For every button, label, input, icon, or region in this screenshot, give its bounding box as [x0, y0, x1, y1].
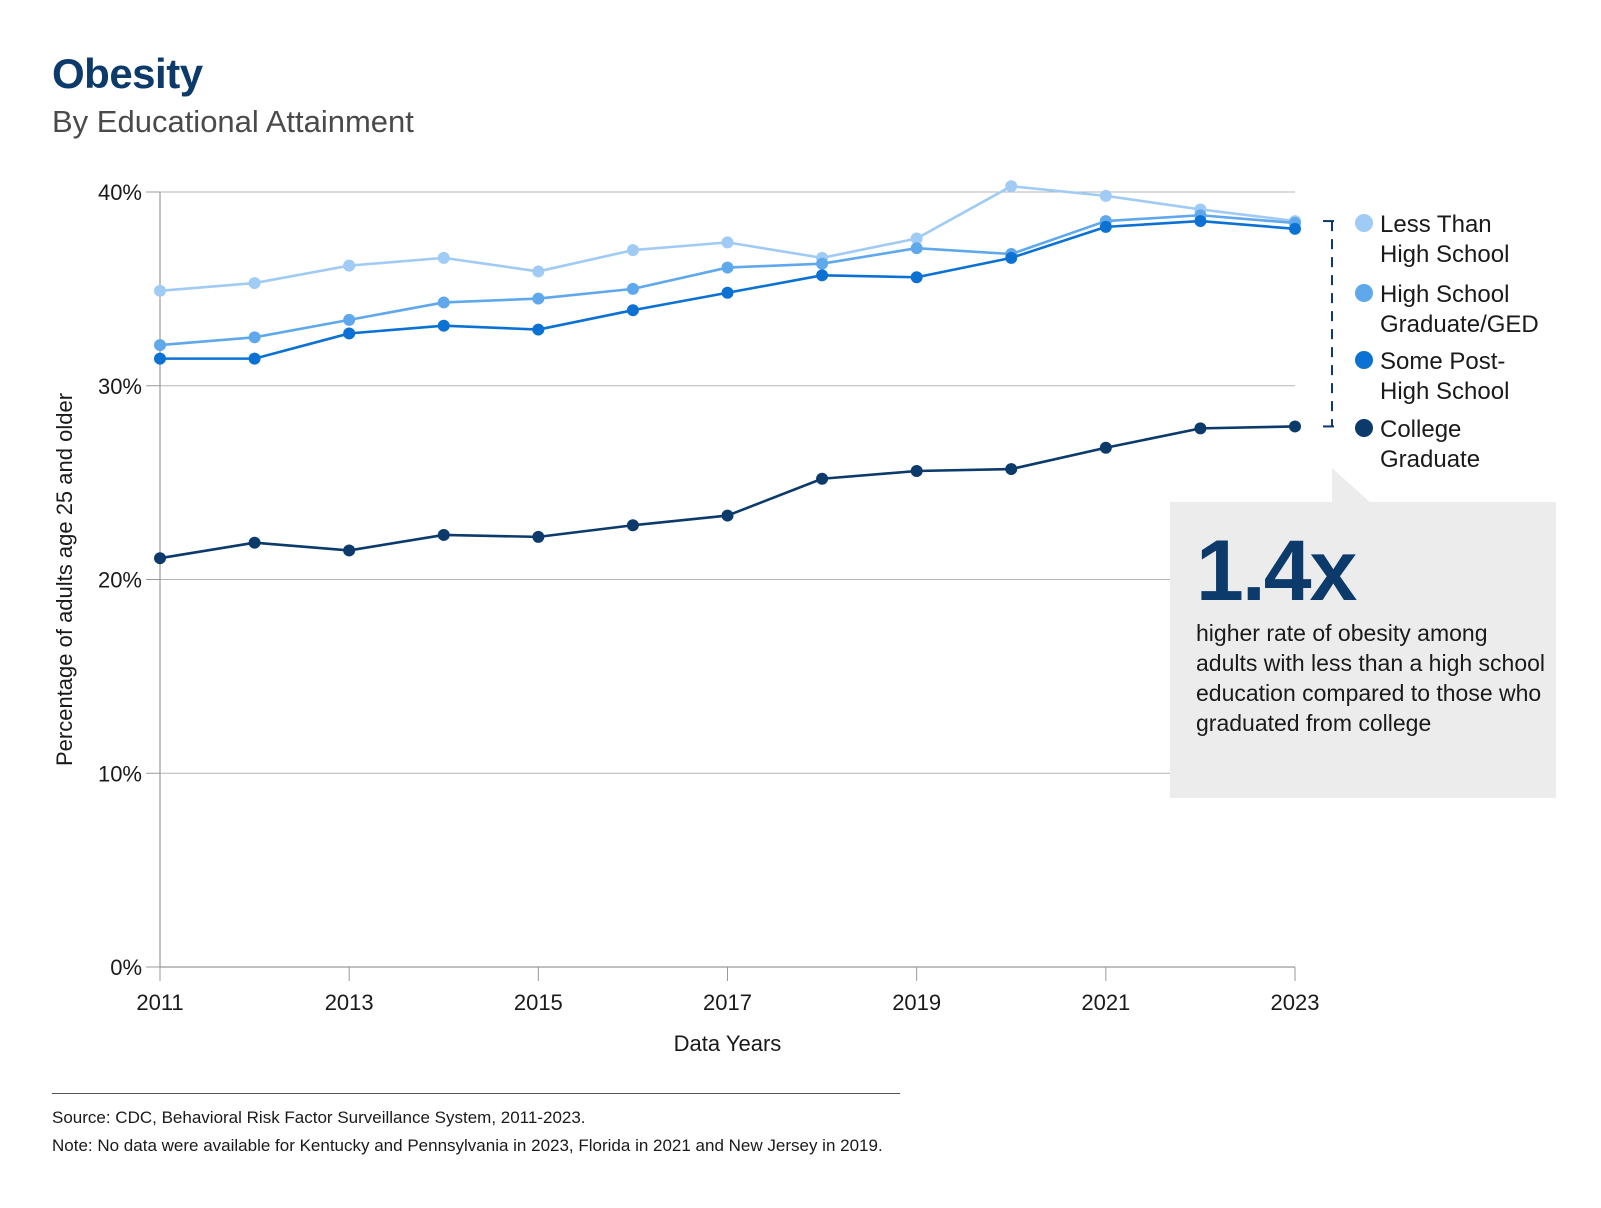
- data-point: [248, 536, 261, 549]
- data-point: [1289, 420, 1301, 433]
- data-point: [343, 313, 356, 326]
- x-tick-label: 2015: [514, 990, 563, 1015]
- data-point: [1194, 215, 1207, 228]
- data-point: [437, 319, 450, 332]
- data-point: [910, 271, 923, 284]
- y-tick-label: 0%: [110, 955, 142, 980]
- data-point: [1289, 222, 1301, 235]
- data-point: [626, 282, 639, 295]
- data-point: [248, 277, 261, 290]
- callout-pointer: [1332, 468, 1372, 504]
- data-point: [1005, 463, 1018, 476]
- data-point: [532, 265, 545, 278]
- legend-label: College: [1380, 416, 1461, 443]
- y-tick-label: 30%: [98, 374, 142, 399]
- legend-marker: [1355, 351, 1373, 369]
- legend-label: Graduate/GED: [1380, 311, 1539, 338]
- x-tick-label: 2023: [1271, 990, 1320, 1015]
- x-tick-label: 2017: [703, 990, 752, 1015]
- data-point: [910, 232, 923, 245]
- data-point: [532, 292, 545, 305]
- footer-divider: [52, 1093, 900, 1094]
- data-point: [816, 472, 829, 485]
- data-point: [721, 236, 734, 249]
- x-tick-label: 2019: [892, 990, 941, 1015]
- data-point: [1099, 189, 1112, 202]
- data-point: [910, 465, 923, 477]
- legend-label: High School: [1380, 378, 1509, 405]
- data-point: [437, 528, 450, 541]
- legend-marker: [1355, 214, 1373, 232]
- legend-label: Graduate: [1380, 446, 1480, 473]
- data-point: [1099, 220, 1112, 233]
- data-point: [532, 323, 545, 336]
- data-note: Note: No data were available for Kentuck…: [52, 1136, 883, 1155]
- data-point: [437, 296, 450, 309]
- data-point: [721, 261, 734, 274]
- callout-value: 1.4x: [1196, 523, 1357, 619]
- data-point: [626, 519, 639, 532]
- legend-label: Less Than: [1380, 211, 1492, 238]
- y-tick-label: 20%: [98, 568, 142, 593]
- source-note: Source: CDC, Behavioral Risk Factor Surv…: [52, 1108, 586, 1127]
- data-point: [343, 544, 356, 557]
- callout-box: 1.4x higher rate of obesity among adults…: [1170, 502, 1556, 798]
- data-point: [910, 242, 923, 255]
- legend-marker: [1355, 419, 1373, 437]
- y-tick-label: 10%: [98, 761, 142, 786]
- series-line: [159, 425, 1296, 560]
- legend-label: High School: [1380, 241, 1509, 268]
- data-point: [248, 331, 261, 344]
- data-point: [1005, 251, 1018, 264]
- data-point: [626, 304, 639, 317]
- data-point: [816, 257, 829, 270]
- series-line: [159, 213, 1296, 347]
- chart-title: Obesity: [52, 50, 203, 97]
- data-point: [248, 352, 261, 365]
- data-point: [1194, 422, 1207, 435]
- x-tick-label: 2021: [1081, 990, 1130, 1015]
- data-point: [437, 251, 450, 264]
- data-point: [721, 286, 734, 299]
- legend-marker: [1355, 284, 1373, 302]
- callout-text: higher rate of obesity among adults with…: [1196, 620, 1546, 736]
- data-point: [154, 339, 166, 352]
- data-point: [1005, 180, 1018, 193]
- data-point: [154, 284, 166, 297]
- y-axis-title: Percentage of adults age 25 and older: [52, 393, 77, 766]
- data-point: [816, 269, 829, 282]
- x-axis-title: Data Years: [674, 1031, 782, 1056]
- x-tick-label: 2013: [325, 990, 374, 1015]
- data-point: [721, 509, 734, 522]
- legend-label: High School: [1380, 281, 1509, 308]
- chart-subtitle: By Educational Attainment: [52, 104, 414, 139]
- data-point: [154, 552, 166, 565]
- data-point: [1099, 441, 1112, 454]
- data-point: [532, 530, 545, 543]
- data-point: [626, 244, 639, 257]
- data-point: [154, 352, 166, 365]
- y-tick-label: 40%: [98, 180, 142, 205]
- x-tick-label: 2011: [136, 990, 183, 1015]
- data-point: [343, 259, 356, 272]
- data-point: [343, 327, 356, 340]
- legend-label: Some Post-: [1380, 348, 1505, 375]
